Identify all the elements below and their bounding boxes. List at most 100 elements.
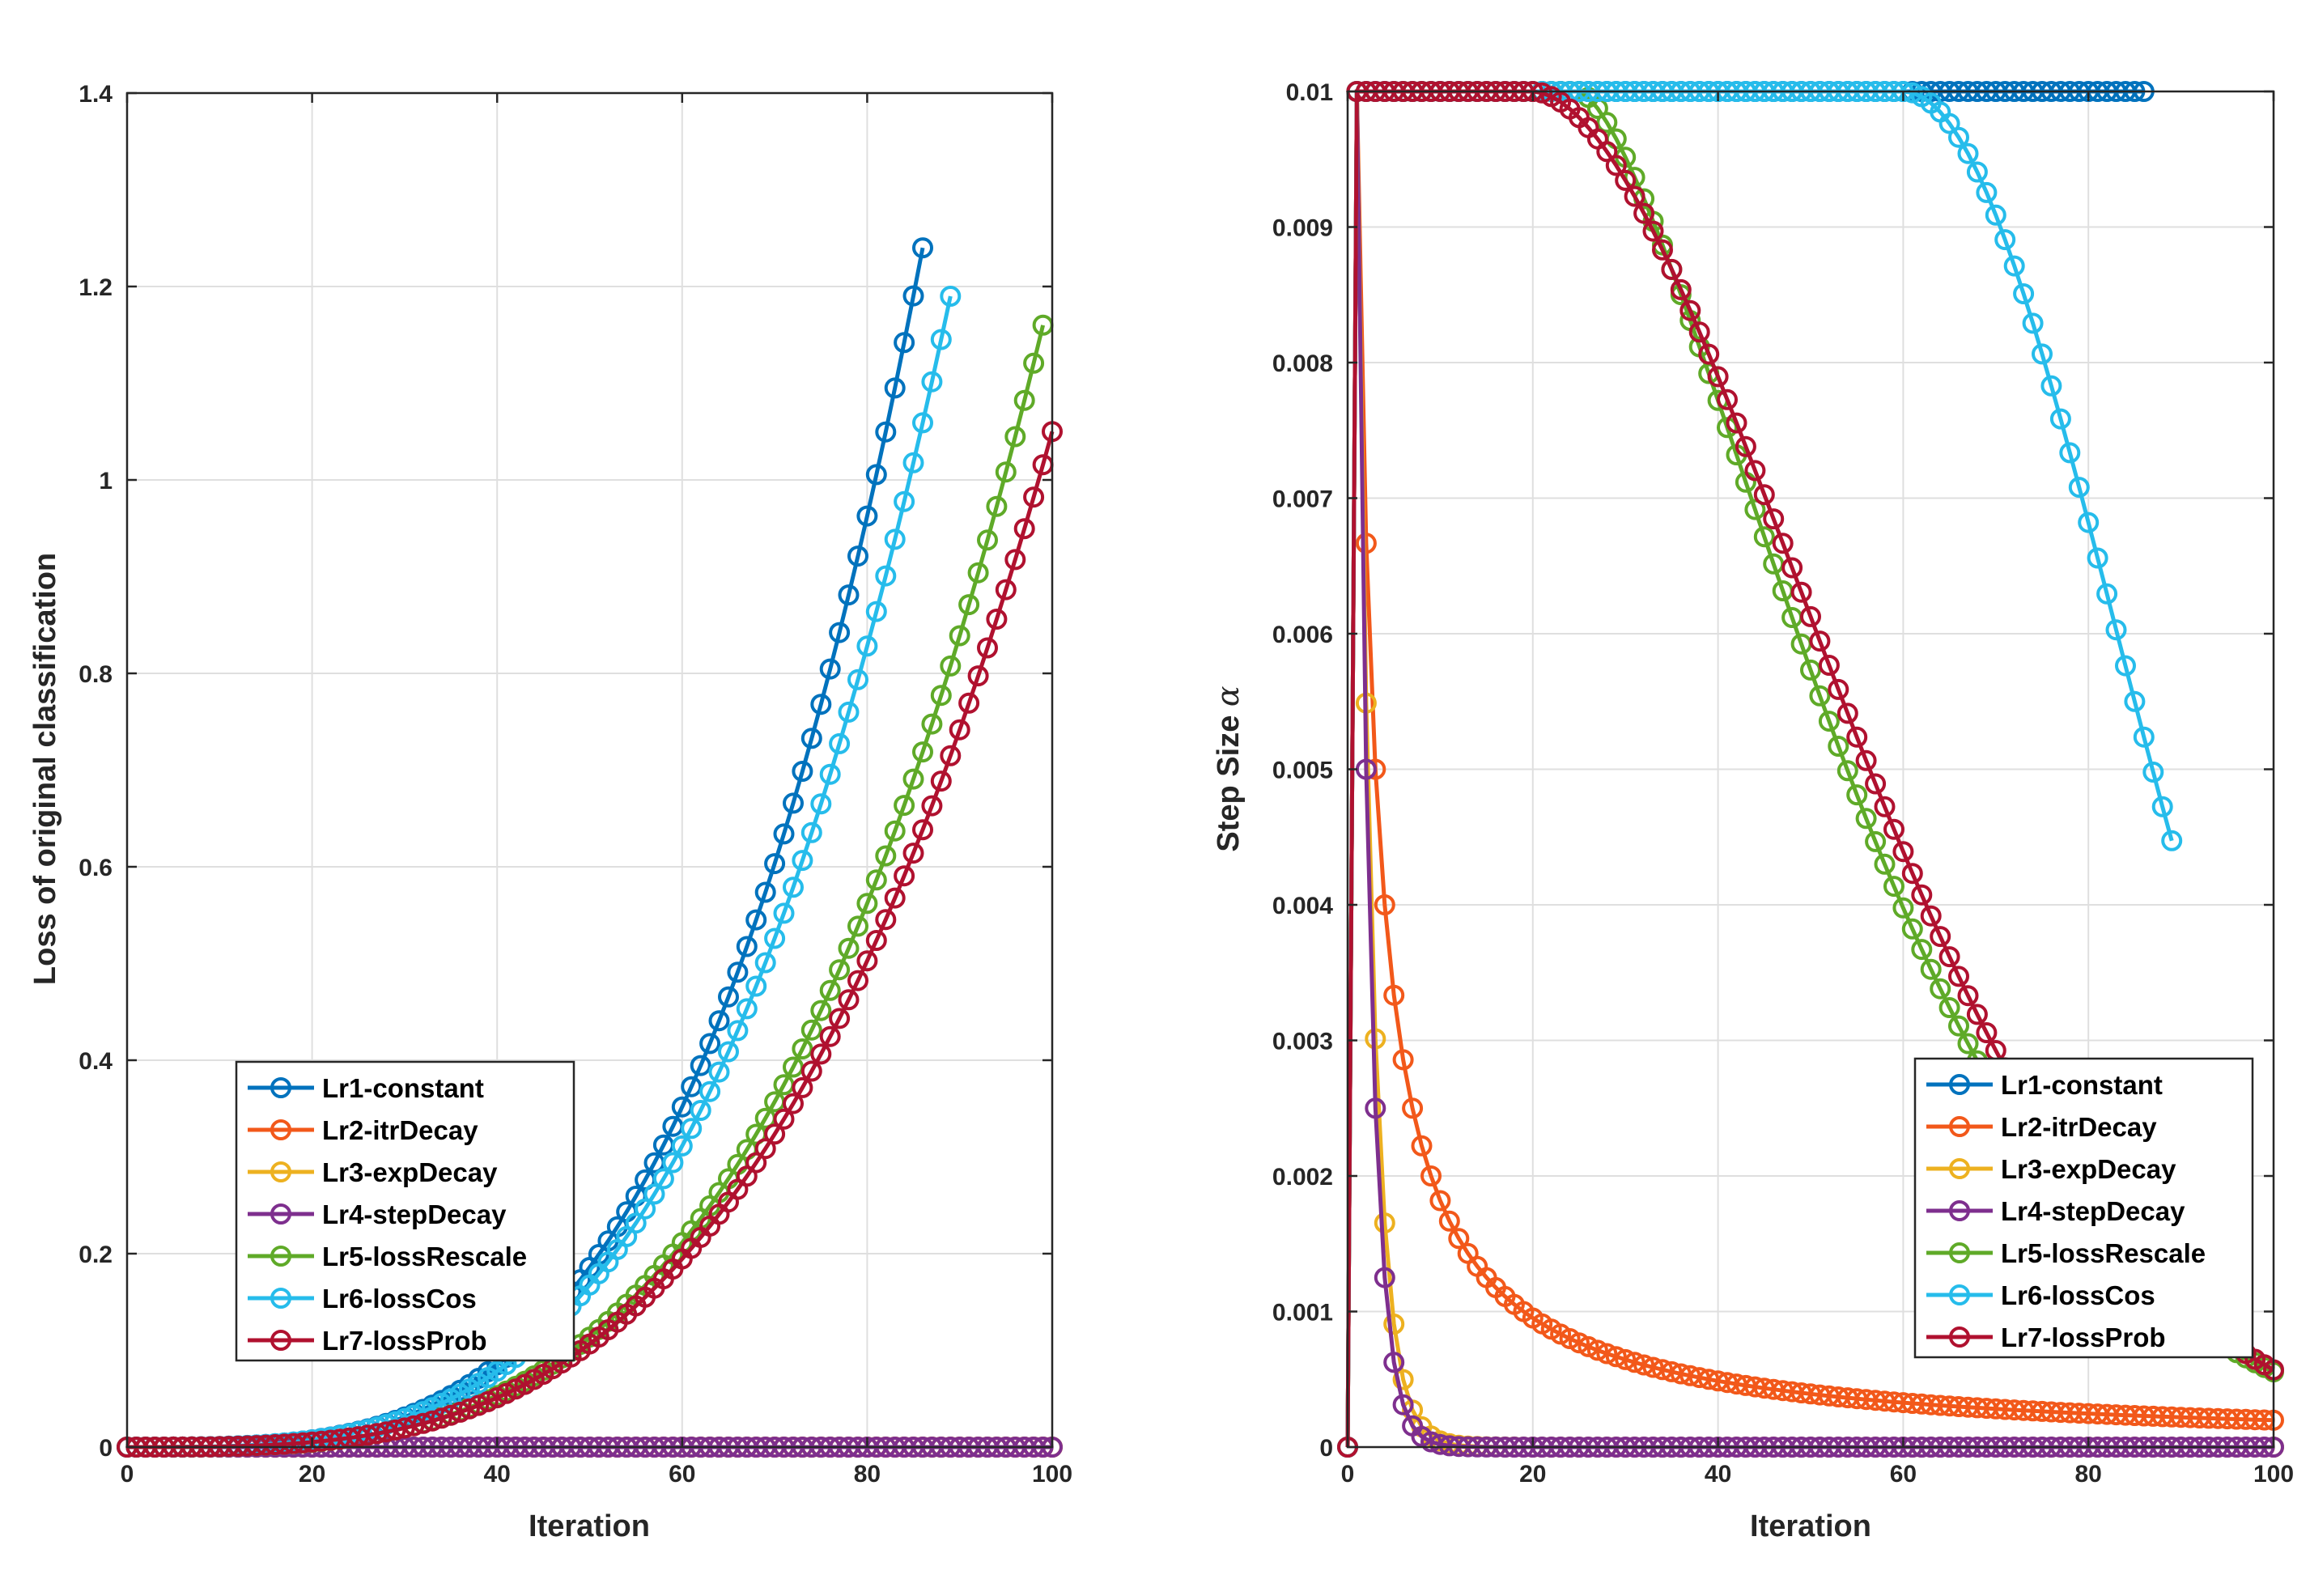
loss-point-lr7-lossprob-76 [819, 1025, 841, 1047]
loss-x-tick-labels: 0 20 40 60 80 100 [121, 1461, 1072, 1488]
step-legend-label-6: Lr7-lossProb [2001, 1322, 2166, 1352]
loss-legend-marker-3 [270, 1203, 291, 1225]
loss-point-lr6-losscos-63 [699, 1080, 721, 1102]
step-point-lr6-losscos-78 [2059, 442, 2081, 464]
step-point-lr7-lossprob-30 [1615, 169, 1637, 191]
step-y-tick-labels: 0 0.001 0.002 0.003 0.004 0.005 0.006 0.007 0.00… [1272, 79, 1333, 1462]
loss-x-tick-label-4: 80 [854, 1461, 881, 1488]
loss-point-lr6-losscos-72 [783, 877, 804, 898]
step-legend-label-1: Lr2-itrDecay [2001, 1112, 2157, 1142]
step-point-lr5-lossrescale-54 [1837, 760, 1858, 782]
step-point-lr7-lossprob-62 [1911, 884, 1933, 906]
step-point-lr6-losscos-89 [2161, 830, 2183, 851]
loss-y-tick-label-0: 0 [99, 1435, 113, 1462]
loss-point-lr7-lossprob-98 [1023, 486, 1045, 508]
step-y-axis-label: Step Size [1212, 715, 1246, 852]
step-y-tick-label-6: 0.006 [1272, 622, 1333, 648]
step-legend-item-lr1-constant: Lr1-constant [1926, 1070, 2163, 1100]
step-point-lr4-stepdecay-5 [1383, 1352, 1405, 1373]
step-point-lr5-lossrescale-57 [1865, 830, 1887, 852]
step-point-lr7-lossprob-57 [1865, 773, 1887, 795]
loss-point-lr6-losscos-89 [940, 286, 962, 307]
step-point-lr5-lossrescale-63 [1920, 958, 1942, 980]
loss-point-lr1-constant-65 [718, 986, 739, 1008]
step-point-lr6-losscos-71 [1994, 229, 2016, 251]
step-point-lr6-losscos-87 [2142, 762, 2164, 783]
step-legend-box [1913, 1057, 2254, 1359]
step-point-lr2-itrdecay-25 [1569, 1332, 1590, 1354]
loss-point-lr5-lossrescale-73 [792, 1038, 813, 1059]
loss-y-tick-label-1: 0.2 [79, 1242, 113, 1268]
loss-point-lr7-lossprob-85 [902, 843, 924, 864]
loss-point-lr7-lossprob-74 [800, 1060, 822, 1082]
loss-y-tick-labels: 0 0.2 0.4 0.6 0.8 1 1.2 1.4 [79, 81, 113, 1462]
loss-point-lr7-lossprob-38 [468, 1394, 490, 1416]
loss-point-lr1-constant-62 [690, 1055, 711, 1076]
step-point-lr5-lossrescale-65 [1938, 997, 1960, 1018]
step-legend-item-lr6-losscos: Lr6-lossCos [1926, 1280, 2155, 1310]
step-point-lr7-lossprob-47 [1772, 533, 1794, 554]
loss-legend-label-6: Lr7-lossProb [322, 1326, 487, 1356]
loss-point-lr1-constant-63 [699, 1033, 721, 1055]
step-point-lr2-itrdecay-9 [1420, 1165, 1442, 1186]
step-point-lr7-lossprob-35 [1661, 258, 1683, 280]
loss-legend-item-lr3-expdecay: Lr3-expDecay [248, 1157, 498, 1187]
loss-point-lr7-lossprob-96 [1004, 549, 1026, 571]
step-point-lr6-losscos-88 [2151, 796, 2173, 817]
step-legend: Lr1-constant Lr2-itrDecay Lr3-expDecay Lr4-… [1913, 1057, 2254, 1359]
step-point-lr6-losscos-70 [1985, 204, 2006, 226]
loss-point-lr5-lossrescale-75 [810, 1000, 832, 1021]
loss-point-lr5-lossrescale-78 [838, 937, 860, 959]
step-point-lr2-itrdecay-2 [1355, 533, 1377, 554]
loss-legend-item-lr2-itrdecay: Lr2-itrDecay [248, 1115, 478, 1145]
step-point-lr7-lossprob-48 [1781, 557, 1803, 579]
step-y-tick-label-4: 0.004 [1272, 893, 1333, 919]
loss-point-lr5-lossrescale-77 [829, 959, 851, 981]
step-point-lr2-itrdecay-28 [1596, 1343, 1618, 1365]
loss-point-lr5-lossrescale-94 [986, 495, 1008, 517]
loss-point-lr6-losscos-79 [847, 669, 868, 690]
loss-point-lr6-losscos-65 [718, 1041, 739, 1063]
loss-point-lr6-losscos-70 [764, 927, 786, 949]
step-y-tick-label-5: 0.005 [1272, 758, 1333, 784]
loss-point-lr5-lossrescale-87 [921, 713, 943, 735]
loss-point-lr6-losscos-67 [736, 998, 758, 1020]
loss-x-tick-label-2: 40 [484, 1461, 511, 1488]
loss-point-lr5-lossrescale-82 [875, 845, 897, 867]
step-point-lr7-lossprob-43 [1735, 435, 1756, 457]
loss-point-lr5-lossrescale-80 [856, 893, 878, 915]
step-point-lr5-lossrescale-44 [1744, 499, 1766, 520]
step-point-lr7-lossprob-28 [1596, 141, 1618, 163]
loss-point-lr5-lossrescale-84 [894, 795, 915, 817]
step-point-lr2-itrdecay-6 [1392, 1049, 1414, 1071]
step-y-tick-label-10: 0.01 [1286, 79, 1333, 106]
step-point-lr5-lossrescale-62 [1911, 939, 1933, 961]
loss-point-lr1-constant-66 [727, 961, 749, 983]
loss-point-lr5-lossrescale-81 [865, 869, 887, 891]
loss-point-lr7-lossprob-37 [458, 1398, 480, 1420]
step-point-lr2-itrdecay-26 [1578, 1335, 1599, 1357]
step-y-tick-label-9: 0.009 [1272, 215, 1333, 242]
step-point-lr6-losscos-84 [2115, 655, 2136, 677]
loss-grid [127, 93, 1052, 1447]
loss-point-lr7-lossprob-75 [810, 1043, 832, 1065]
loss-point-lr7-lossprob-86 [912, 819, 933, 841]
loss-point-lr1-constant-79 [847, 545, 868, 567]
step-legend-item-lr3-expdecay: Lr3-expDecay [1926, 1154, 2176, 1184]
loss-point-lr1-constant-61 [681, 1076, 703, 1097]
step-point-lr3-expdecay-4 [1374, 1212, 1395, 1234]
loss-point-lr5-lossrescale-86 [912, 741, 933, 763]
loss-point-lr7-lossprob-88 [930, 770, 952, 792]
step-point-lr7-lossprob-56 [1855, 749, 1877, 771]
loss-point-lr6-losscos-87 [921, 371, 943, 393]
loss-point-lr1-constant-80 [856, 505, 878, 527]
loss-point-lr5-lossrescale-85 [902, 768, 924, 790]
loss-legend-marker-6 [270, 1330, 291, 1351]
step-point-lr7-lossprob-65 [1938, 946, 1960, 968]
step-x-tick-label-3: 60 [1890, 1461, 1917, 1488]
step-point-lr5-lossrescale-55 [1846, 784, 1868, 806]
loss-point-lr7-lossprob-78 [838, 989, 860, 1011]
loss-point-lr6-losscos-66 [727, 1020, 749, 1042]
loss-x-tick-label-1: 20 [299, 1461, 325, 1488]
